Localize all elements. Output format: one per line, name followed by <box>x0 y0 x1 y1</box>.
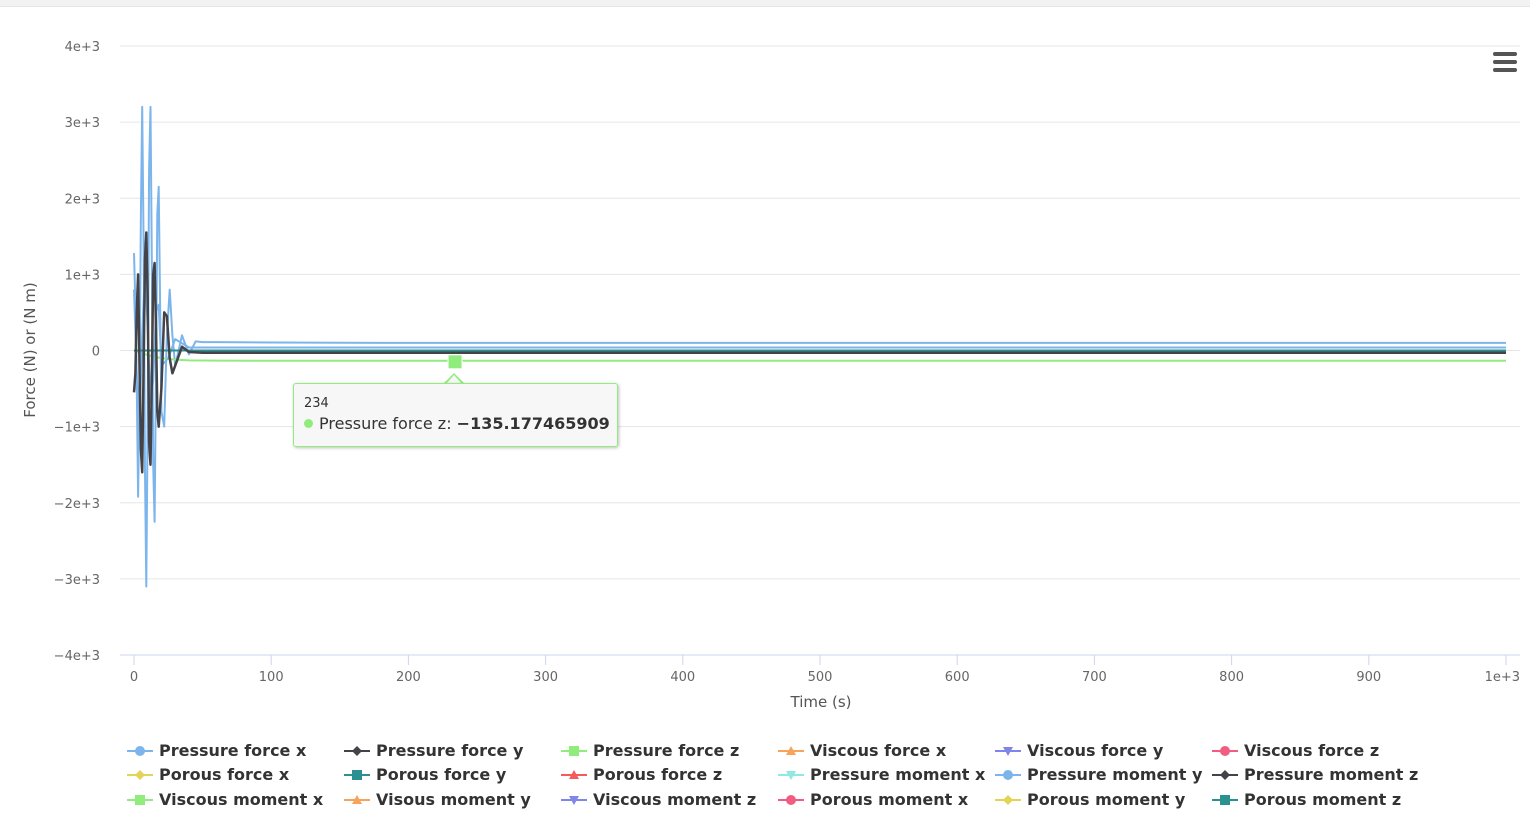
x-tick-label: 800 <box>1219 670 1244 685</box>
legend-symbol-icon <box>1212 746 1238 756</box>
legend-label: Porous moment x <box>810 790 969 809</box>
hamburger-menu-icon-bar <box>1493 68 1517 72</box>
y-tick-label: 2e+3 <box>65 192 100 207</box>
legend-label: Porous moment z <box>1244 790 1402 809</box>
legend-label: Visous moment y <box>376 790 531 809</box>
x-tick-label: 1e+3 <box>1485 670 1520 685</box>
tooltip-series-dot <box>304 419 313 428</box>
tooltip-value: −135.177465909 <box>456 414 610 433</box>
x-tick-label: 600 <box>945 670 970 685</box>
y-axis-title: Force (N) or (N m) <box>21 282 39 417</box>
legend-symbol-icon <box>561 770 587 779</box>
legend-symbol-icon <box>778 746 804 755</box>
legend-symbol-icon <box>778 795 804 805</box>
grid-lines <box>120 45 1520 580</box>
legend-label: Pressure moment y <box>1027 765 1203 784</box>
axes: 4e+3 3e+3 2e+3 1e+3 0 −1e+3 −2e+3 −3e+3 −4e+3 0 10… <box>54 40 1520 685</box>
legend-label: Pressure moment z <box>1244 765 1419 784</box>
legend-symbol-icon <box>1212 795 1238 805</box>
legend-label: Viscous force x <box>810 741 947 760</box>
legend-symbol-icon <box>995 770 1021 780</box>
x-tick-label: 500 <box>808 670 833 685</box>
tooltip-series-name: Pressure force z <box>319 414 447 433</box>
tooltip-row: Pressure force z: −135.177465909 <box>304 414 610 433</box>
legend-label: Viscous force y <box>1027 741 1164 760</box>
x-tick-label: 300 <box>533 670 558 685</box>
chart-tooltip: 234 Pressure force z: −135.177465909 <box>293 383 618 447</box>
legend-symbol-icon <box>995 795 1021 805</box>
legend-symbol-icon <box>778 771 804 780</box>
y-tick-label: −3e+3 <box>54 573 100 588</box>
legend-symbol-icon <box>344 770 370 780</box>
x-axis-title: Time (s) <box>790 693 852 711</box>
legend-symbol-icon <box>561 796 587 805</box>
hover-marker-layer <box>447 354 463 370</box>
legend-symbol-icon <box>127 795 153 805</box>
legend-symbol-icon <box>127 746 153 756</box>
legend-symbol-icon <box>1212 770 1238 780</box>
y-tick-label: 1e+3 <box>65 268 100 283</box>
legend-label: Porous force x <box>159 765 290 784</box>
legend-symbol-icon <box>561 746 587 756</box>
legend-label: Porous force z <box>593 765 723 784</box>
legend-symbol-icon <box>344 795 370 804</box>
legend-label: Viscous force z <box>1244 741 1380 760</box>
y-tick-label: 4e+3 <box>65 40 100 55</box>
legend-label: Pressure moment x <box>810 765 986 784</box>
x-tick-label: 700 <box>1082 670 1107 685</box>
x-tick-label: 900 <box>1356 670 1381 685</box>
legend-label: Porous moment y <box>1027 790 1186 809</box>
legend-label: Pressure force x <box>159 741 307 760</box>
tooltip-x-value: 234 <box>304 396 329 411</box>
y-tick-label: 0 <box>92 345 100 360</box>
legend-label: Porous force y <box>376 765 507 784</box>
series-layer <box>132 105 1506 588</box>
x-tick-label: 0 <box>130 670 138 685</box>
x-tick-label: 400 <box>670 670 695 685</box>
tooltip-arrow-fill <box>446 375 462 384</box>
legend-label: Pressure force y <box>376 741 524 760</box>
y-tick-label: 3e+3 <box>65 116 100 131</box>
legend-label: Pressure force z <box>593 741 740 760</box>
legend-label: Viscous moment x <box>159 790 324 809</box>
legend-symbol-icon <box>344 746 370 756</box>
hover-point-marker[interactable] <box>447 354 463 370</box>
y-tick-label: −4e+3 <box>54 649 100 664</box>
chart-context-menu-button[interactable] <box>1490 52 1520 76</box>
x-tick-label: 100 <box>259 670 284 685</box>
legend-symbol-icon <box>995 747 1021 756</box>
x-tick-label: 200 <box>396 670 421 685</box>
legend-symbol-icon <box>127 770 153 780</box>
hamburger-menu-icon <box>1493 52 1517 56</box>
series-line-2[interactable] <box>132 231 1506 474</box>
series-line-1[interactable] <box>133 105 1506 588</box>
hamburger-menu-icon-bar <box>1493 60 1517 64</box>
y-tick-label: −1e+3 <box>54 421 100 436</box>
y-tick-label: −2e+3 <box>54 497 100 512</box>
top-border <box>0 0 1530 7</box>
legend-label: Viscous moment z <box>593 790 757 809</box>
